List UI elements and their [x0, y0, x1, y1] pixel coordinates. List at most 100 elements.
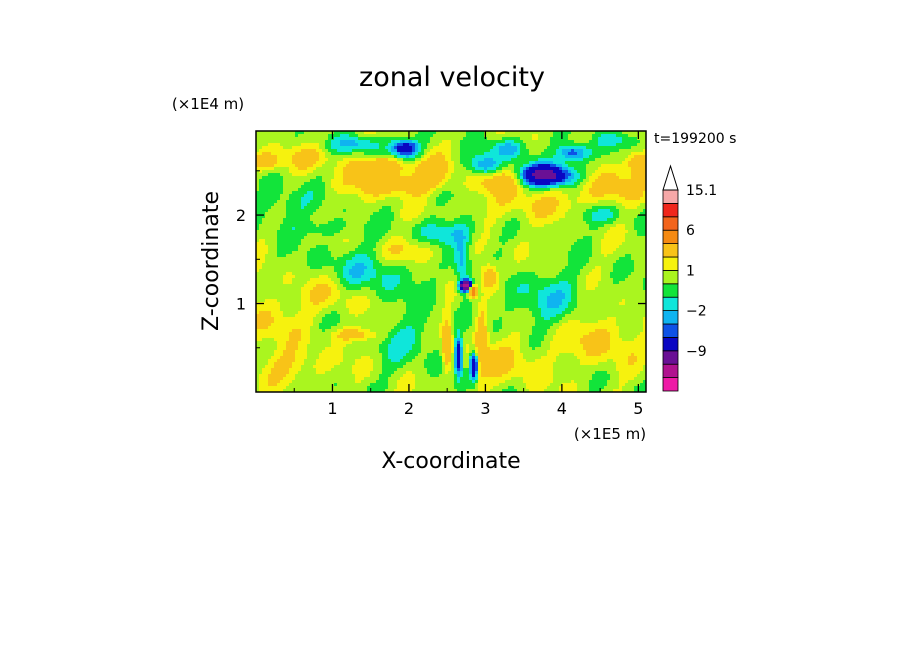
contour-cell [295, 203, 298, 206]
contour-cell [427, 152, 430, 155]
contour-cell [592, 152, 595, 155]
contour-cell [592, 191, 595, 194]
contour-cell [265, 224, 268, 227]
contour-cell [607, 236, 610, 239]
contour-cell [301, 149, 304, 152]
contour-cell [361, 188, 364, 191]
contour-cell [403, 137, 406, 140]
contour-cell [502, 197, 505, 200]
contour-cell [595, 206, 598, 209]
contour-cell [577, 179, 580, 182]
contour-cell [364, 149, 367, 152]
contour-cell [301, 185, 304, 188]
contour-cell [412, 212, 415, 215]
contour-cell [463, 155, 466, 158]
contour-cell [388, 179, 391, 182]
contour-cell [502, 221, 505, 224]
contour-cell [373, 224, 376, 227]
contour-cell [559, 146, 562, 149]
contour-cell [559, 230, 562, 233]
contour-cell [319, 176, 322, 179]
contour-cell [295, 227, 298, 230]
contour-cell [364, 158, 367, 161]
contour-cell [346, 167, 349, 170]
contour-cell [286, 149, 289, 152]
contour-cell [547, 182, 550, 185]
contour-cell [586, 215, 589, 218]
contour-cell [370, 218, 373, 221]
contour-cell [475, 200, 478, 203]
contour-cell [481, 164, 484, 167]
contour-cell [274, 212, 277, 215]
contour-cell [583, 230, 586, 233]
contour-cell [259, 200, 262, 203]
contour-cell [619, 194, 622, 197]
contour-cell [556, 152, 559, 155]
contour-cell [571, 206, 574, 209]
contour-cell [490, 221, 493, 224]
contour-cell [511, 191, 514, 194]
contour-cell [331, 191, 334, 194]
contour-cell [616, 239, 619, 242]
contour-cell [316, 188, 319, 191]
contour-cell [517, 143, 520, 146]
contour-cell [331, 152, 334, 155]
contour-cell [433, 164, 436, 167]
contour-cell [286, 182, 289, 185]
contour-cell [466, 212, 469, 215]
contour-cell [298, 191, 301, 194]
contour-cell [601, 143, 604, 146]
contour-cell [361, 200, 364, 203]
contour-cell [436, 197, 439, 200]
contour-cell [463, 140, 466, 143]
contour-cell [628, 194, 631, 197]
contour-cell [562, 173, 565, 176]
contour-cell [496, 221, 499, 224]
contour-cell [262, 185, 265, 188]
contour-cell [454, 200, 457, 203]
contour-cell [574, 200, 577, 203]
contour-cell [313, 191, 316, 194]
contour-cell [625, 164, 628, 167]
contour-cell [541, 215, 544, 218]
contour-cell [514, 185, 517, 188]
contour-cell [298, 197, 301, 200]
contour-cell [469, 230, 472, 233]
contour-cell [292, 245, 295, 248]
contour-cell [514, 137, 517, 140]
contour-cell [583, 176, 586, 179]
contour-cell [565, 197, 568, 200]
contour-cell [367, 233, 370, 236]
contour-cell [469, 146, 472, 149]
contour-cell [430, 227, 433, 230]
contour-cell [463, 179, 466, 182]
contour-cell [259, 239, 262, 242]
contour-cell [520, 221, 523, 224]
contour-cell [373, 185, 376, 188]
contour-cell [619, 164, 622, 167]
contour-cell [547, 161, 550, 164]
contour-cell [556, 143, 559, 146]
contour-cell [310, 137, 313, 140]
contour-cell [544, 167, 547, 170]
contour-cell [358, 146, 361, 149]
contour-cell [508, 164, 511, 167]
contour-cell [370, 206, 373, 209]
contour-cell [559, 233, 562, 236]
contour-cell [625, 155, 628, 158]
contour-cell [565, 242, 568, 245]
contour-cell [571, 209, 574, 212]
contour-cell [445, 155, 448, 158]
contour-cell [511, 236, 514, 239]
contour-cell [637, 197, 640, 200]
contour-cell [580, 206, 583, 209]
contour-cell [292, 179, 295, 182]
contour-cell [487, 239, 490, 242]
contour-cell [574, 218, 577, 221]
contour-cell [472, 173, 475, 176]
contour-cell [568, 242, 571, 245]
contour-cell [376, 188, 379, 191]
contour-cell [262, 191, 265, 194]
contour-cell [487, 236, 490, 239]
contour-cell [442, 233, 445, 236]
